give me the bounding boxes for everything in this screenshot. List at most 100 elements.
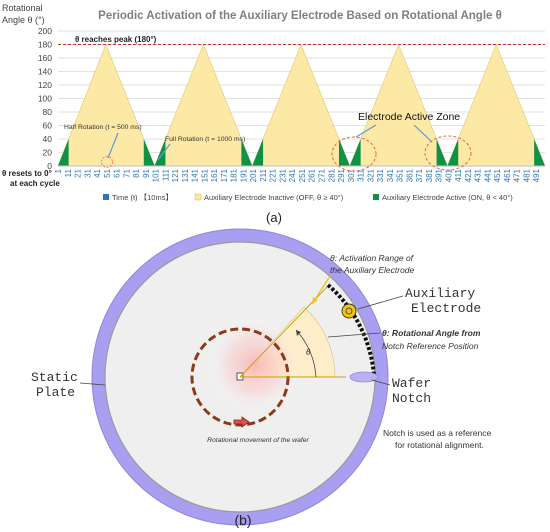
aux-electrode-leader [357,295,404,310]
legend-swatch-active [373,194,379,200]
auxiliary-electrode-inner [345,307,353,315]
x-tick-label: 271 [318,168,327,182]
x-tick-label: 41 [93,168,102,177]
x-tick-label: 241 [288,168,297,182]
x-tick-label: 261 [308,168,317,182]
x-axis-label-line1: θ resets to 0° [2,169,52,178]
label-activation-range-2: the Auxiliary Electrode [330,265,415,275]
annotation-half-arrow [107,132,119,159]
x-tick-label: 101 [152,168,161,182]
chart-areas [57,43,546,167]
label-rotational-angle-1: θ: Rotational Angle from [382,328,481,338]
area-active-rise [447,139,459,166]
area-active-rise [154,139,166,166]
rotation-arrow-icon [233,416,250,428]
x-tick-label: 181 [230,168,239,182]
x-tick-label: 461 [503,168,512,182]
x-tick-label: 51 [103,168,112,177]
x-tick-label: 491 [532,168,541,182]
x-tick-label: 291 [337,168,346,182]
legend: Time (t) 【10ms】 Auxiliary Electrode Inac… [103,193,513,202]
half-rotation-marker [101,156,113,168]
x-tick-label: 341 [386,168,395,182]
auxiliary-electrode [341,303,357,319]
y-tick-label: 60 [43,121,53,131]
x-tick-label: 61 [113,168,122,177]
label-aux-electrode-2: Electrode [411,301,481,316]
label-rotational-angle-2: Notch Reference Position [382,341,479,351]
label-wafer-notch-2: Notch [392,391,431,406]
y-tick-label: 80 [43,107,53,117]
x-tick-label: 161 [210,168,219,182]
area-inactive [57,43,546,167]
label-rotational-movement: Rotational movement of the wafer [207,437,309,444]
x-tick-label: 191 [239,168,248,182]
x-tick-label: 381 [425,168,434,182]
x-tick-label: 131 [181,168,190,182]
x-tick-label: 1 [54,168,63,173]
area-active-rise [58,139,69,166]
annotation-half-rotation: Half Rotation (t = 500 ms) [64,124,142,131]
label-notch-note-1: Notch is used as a reference [383,428,491,438]
x-tick-label: 251 [298,168,307,182]
y-tick-label: 200 [38,26,52,36]
chart-panel-a: Periodic Activation of the Auxiliary Ele… [2,3,546,225]
area-active-fall [241,139,253,166]
activation-range-edge [326,283,376,376]
x-tick-label: 21 [74,168,83,177]
x-axis-label-line2: at each cycle [10,179,60,188]
label-aux-electrode-1: Auxiliary [405,286,475,301]
y-tick-label: 140 [38,67,52,77]
static-plate-leader [79,382,106,386]
area-active-rise [349,139,361,166]
x-tick-label: 231 [278,168,287,182]
x-tick-labels: 1 11 21 31 41 51 61 71 81 91 101 111 121 131 141 151 161… [54,168,541,182]
x-tick-label: 111 [161,168,170,181]
x-tick-label: 431 [474,168,483,182]
annotation-electrode-active-zone: Electrode Active Zone [358,111,460,123]
annotation-full-arrow [157,143,171,161]
x-tick-label: 91 [142,168,151,177]
x-tick-label: 391 [435,168,444,182]
peak-line-label: θ reaches peak (180°) [75,35,157,44]
x-tick-label: 331 [376,168,385,182]
y-axis-label-line2: Angle θ (°) [2,15,45,25]
theta-arc-label: θ [306,347,311,357]
x-tick-label: 151 [200,168,209,182]
x-tick-label: 211 [259,168,268,181]
y-tick-label: 180 [38,40,52,50]
x-tick-label: 401 [444,168,453,182]
y-tick-labels: 0 20 40 60 80 100 120 140 160 180 200 [38,26,52,171]
y-axis-label-line1: Rotational [2,3,43,13]
active-zone-circle-1 [331,136,377,172]
x-tick-label: 441 [483,168,492,182]
x-tick-label: 81 [132,168,141,177]
x-tick-label: 481 [522,168,531,182]
label-static-plate-1: Static [31,370,78,385]
activation-label-arrowhead [312,297,318,304]
x-tick-label: 221 [269,168,278,182]
wafer-glow [207,317,303,413]
x-tick-label: 141 [191,168,200,182]
x-tick-label: 11 [64,168,73,177]
rotational-angle-leader [327,332,381,338]
x-tick-label: 321 [366,168,375,182]
annotation-zone-arrow-left [355,124,377,138]
area-active-fall [143,139,155,166]
x-tick-label: 301 [347,168,356,182]
x-tick-label: 71 [122,168,131,177]
annotation-zone-arrow-right [413,124,433,143]
legend-label-active: Auxiliary Electrode Active (ON, θ < 40°) [382,193,513,202]
x-tick-label: 171 [220,168,229,182]
panel-label-a: (a) [266,210,282,225]
x-tick-label: 421 [464,168,473,182]
legend-label-time: Time (t) 【10ms】 [112,193,173,202]
x-tick-label: 31 [83,168,92,177]
chart-title: Periodic Activation of the Auxiliary Ele… [98,10,502,22]
x-tick-label: 311 [357,168,366,181]
theta-arc-arrowhead [296,330,301,336]
area-active-rise [252,139,264,166]
x-tick-label: 351 [396,168,405,182]
x-tick-label: 121 [171,168,180,182]
